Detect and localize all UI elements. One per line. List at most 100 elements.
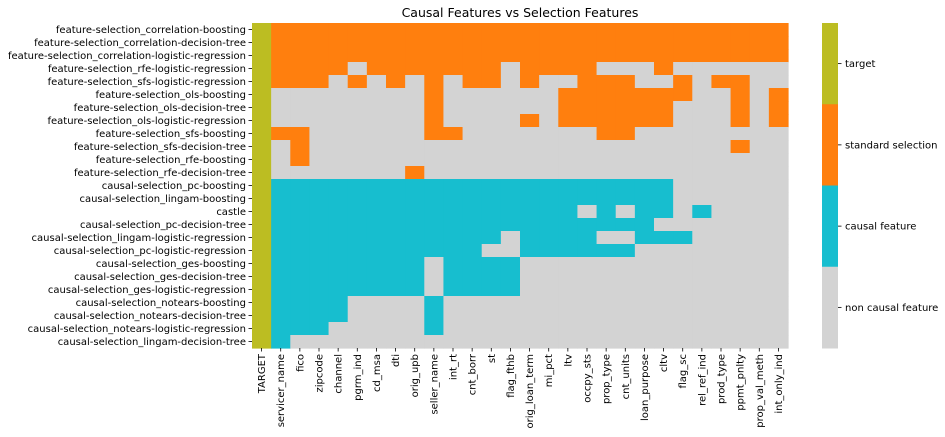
heatmap-cell: [252, 322, 272, 336]
heatmap-cell: [692, 231, 713, 245]
heatmap-cell: [615, 283, 636, 297]
row-label: causal-selection_ges-decision-tree: [74, 272, 246, 283]
heatmap-cell: [596, 192, 617, 206]
heatmap-cell: [462, 231, 483, 245]
heatmap-cell: [405, 309, 425, 323]
heatmap-cell: [252, 257, 272, 271]
heatmap-cell: [730, 231, 751, 245]
heatmap-cell: [558, 36, 579, 50]
heatmap-cell: [634, 257, 655, 271]
heatmap-cell: [520, 257, 540, 271]
heatmap-cell: [481, 231, 502, 245]
heatmap-cell: [558, 244, 579, 258]
heatmap-cell: [520, 322, 540, 336]
column-label: rel_ref_ind: [697, 354, 708, 406]
legend-swatch: [822, 104, 838, 186]
heatmap-cell: [539, 62, 559, 76]
heatmap-cell: [328, 23, 349, 37]
legend-label: non causal feature: [845, 303, 938, 314]
heatmap-cell: [366, 270, 387, 284]
heatmap-cell: [500, 75, 521, 89]
row-label: causal-selection_lingam-logistic-regress…: [32, 233, 246, 244]
heatmap-cell: [596, 335, 617, 349]
heatmap-cell: [424, 257, 445, 271]
heatmap-cell: [366, 49, 387, 63]
heatmap-cell: [577, 296, 598, 310]
heatmap-cell: [673, 322, 693, 336]
row-label: causal-selection_pc-boosting: [102, 181, 246, 192]
heatmap-cell: [673, 88, 693, 102]
heatmap-cell: [749, 75, 770, 89]
heatmap-cell: [654, 218, 674, 232]
heatmap-cell: [692, 270, 713, 284]
column-label: cnt_units: [621, 354, 632, 399]
heatmap-cell: [558, 166, 579, 180]
heatmap-cell: [500, 283, 521, 297]
heatmap-cell: [768, 23, 789, 37]
column-label: prod_type: [717, 354, 728, 404]
heatmap-cell: [768, 127, 789, 141]
heatmap-cell: [749, 192, 770, 206]
heatmap-cell: [768, 114, 789, 128]
heatmap-cell: [328, 270, 349, 284]
heatmap-cell: [520, 179, 540, 193]
row-label: causal-selection_notears-boosting: [76, 298, 246, 309]
heatmap-cell: [673, 36, 693, 50]
heatmap-cell: [577, 75, 598, 89]
heatmap-cell: [654, 205, 674, 219]
heatmap-cell: [252, 166, 272, 180]
heatmap-cell: [424, 335, 445, 349]
heatmap-cell: [692, 101, 713, 115]
column-label: seller_name: [429, 354, 440, 415]
heatmap-cell: [405, 322, 425, 336]
heatmap-cell: [634, 49, 655, 63]
heatmap-cell: [405, 179, 425, 193]
heatmap-cell: [405, 205, 425, 219]
heatmap-cell: [481, 192, 502, 206]
heatmap-cell: [615, 101, 636, 115]
heatmap-cell: [462, 101, 483, 115]
heatmap-cell: [711, 283, 732, 297]
heatmap-cell: [366, 205, 387, 219]
heatmap-cell: [500, 218, 521, 232]
heatmap-cell: [405, 23, 425, 37]
heatmap-cell: [462, 127, 483, 141]
heatmap-cell: [386, 192, 406, 206]
row-label: feature-selection_correlation-decision-t…: [34, 38, 246, 49]
heatmap-cell: [271, 283, 291, 297]
heatmap-cell: [443, 36, 464, 50]
heatmap-cell: [654, 283, 674, 297]
heatmap-cell: [424, 127, 445, 141]
heatmap-cell: [386, 75, 406, 89]
heatmap-cell: [386, 49, 406, 63]
heatmap-cell: [558, 192, 579, 206]
legend-swatch: [822, 23, 838, 105]
heatmap-cell: [520, 153, 540, 167]
heatmap-cell: [596, 257, 617, 271]
heatmap-cell: [749, 244, 770, 258]
heatmap-cell: [596, 296, 617, 310]
heatmap-cell: [673, 62, 693, 76]
heatmap-cell: [271, 179, 291, 193]
heatmap-cell: [577, 127, 598, 141]
heatmap-cell: [366, 257, 387, 271]
heatmap-cell: [309, 296, 330, 310]
heatmap-cell: [596, 218, 617, 232]
heatmap-cell: [309, 127, 330, 141]
heatmap-cell: [615, 36, 636, 50]
heatmap-cell: [711, 192, 732, 206]
heatmap-cell: [462, 140, 483, 154]
heatmap-cell: [711, 153, 732, 167]
heatmap-cell: [768, 231, 789, 245]
heatmap-cell: [711, 335, 732, 349]
heatmap-cell: [290, 218, 311, 232]
heatmap-cell: [309, 36, 330, 50]
heatmap-cell: [539, 140, 559, 154]
heatmap-cell: [730, 127, 751, 141]
heatmap-cell: [539, 36, 559, 50]
heatmap-cell: [539, 244, 559, 258]
heatmap-cell: [730, 153, 751, 167]
heatmap-cell: [654, 257, 674, 271]
heatmap-cell: [290, 231, 311, 245]
heatmap-cell: [290, 309, 311, 323]
